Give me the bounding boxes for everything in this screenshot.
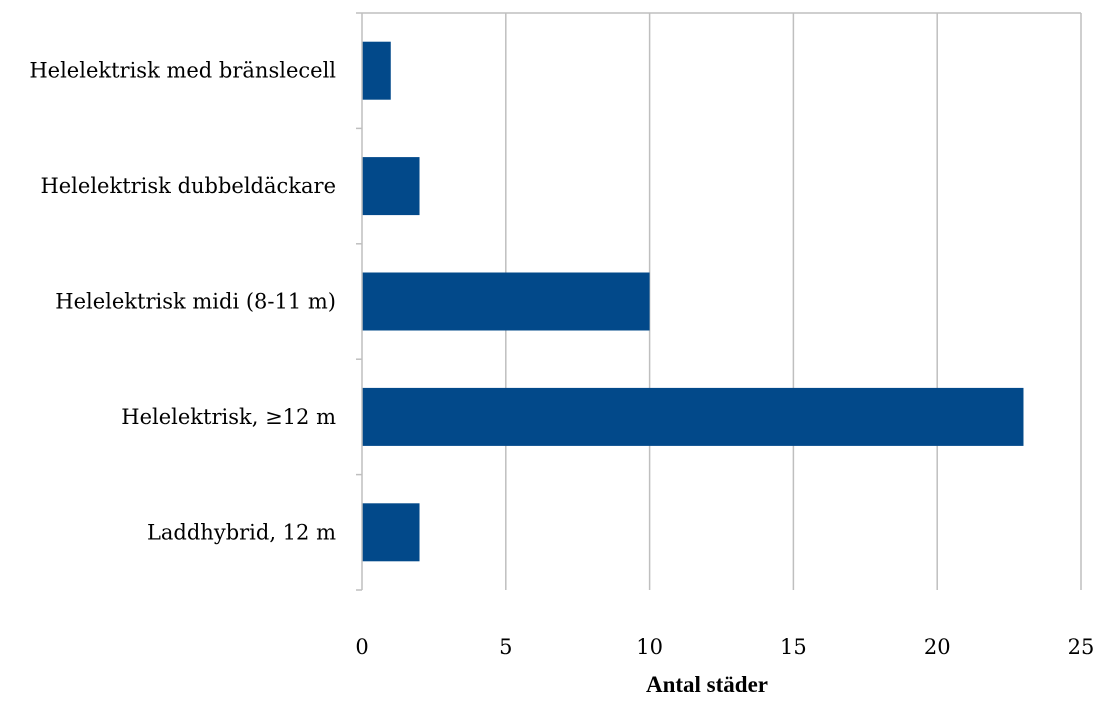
x-tick-label: 0 bbox=[355, 635, 368, 659]
x-tick-label: 20 bbox=[924, 635, 951, 659]
category-label: Helelektrisk med bränslecell bbox=[29, 59, 336, 83]
category-label: Laddhybrid, 12 m bbox=[147, 520, 336, 544]
category-label: Helelektrisk midi (8-11 m) bbox=[55, 290, 336, 314]
labels-layer: 0 5 10 15 20 25 Helelektrisk med bränslecell He… bbox=[29, 59, 1094, 659]
x-axis-title: Antal städer bbox=[646, 672, 768, 697]
x-tick-label: 15 bbox=[780, 635, 807, 659]
axis-layer bbox=[356, 12, 363, 591]
bar bbox=[362, 41, 391, 100]
category-label: Helelektrisk dubbeldäckare bbox=[40, 174, 336, 198]
bar bbox=[362, 503, 420, 562]
bar bbox=[362, 387, 1024, 446]
bar bbox=[362, 157, 420, 216]
x-tick-label: 25 bbox=[1068, 635, 1095, 659]
bar bbox=[362, 272, 650, 331]
category-label: Helelektrisk, ≥12 m bbox=[121, 405, 336, 429]
x-tick-label: 10 bbox=[636, 635, 663, 659]
bars-layer bbox=[362, 41, 1024, 562]
x-tick-label: 5 bbox=[499, 635, 512, 659]
